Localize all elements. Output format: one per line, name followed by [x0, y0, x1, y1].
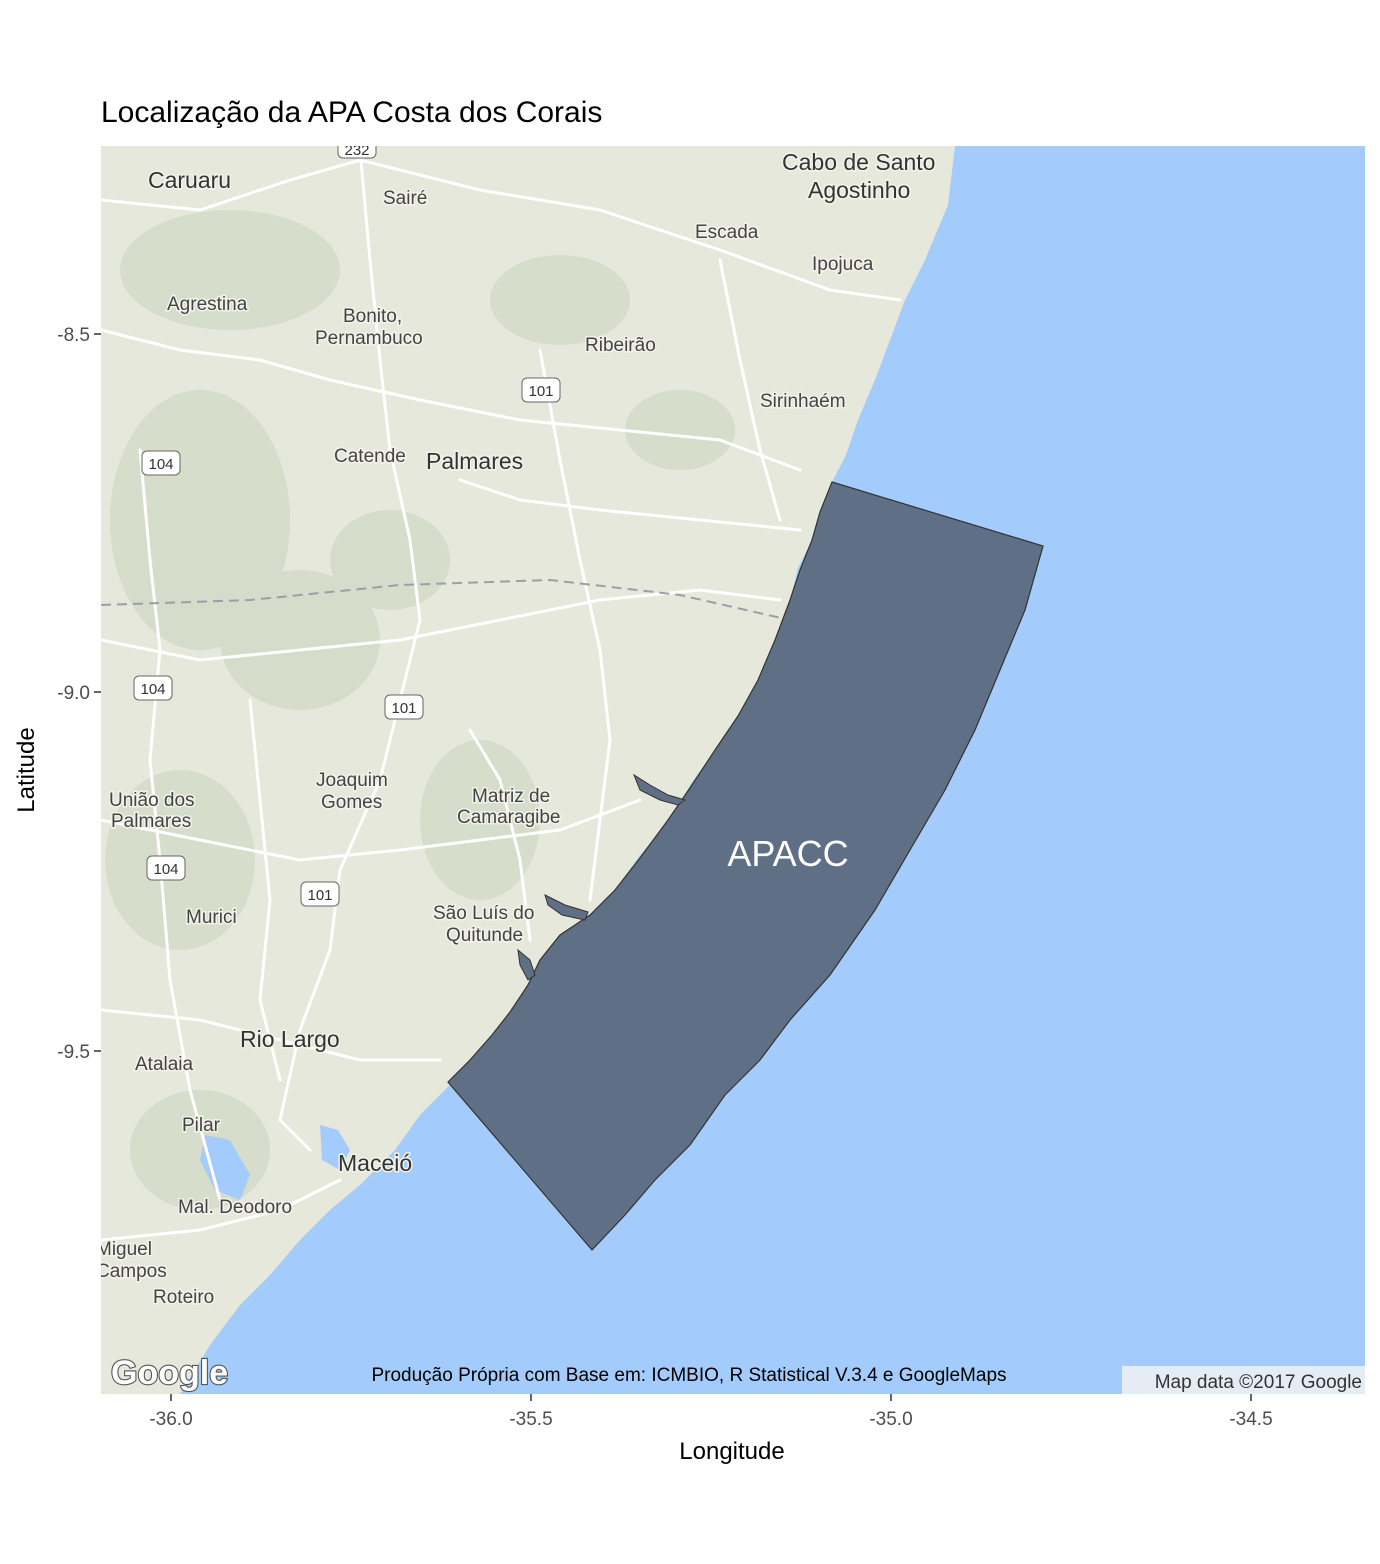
place-label: Ipojuca [812, 254, 874, 275]
apacc-polygon [447, 481, 1044, 1251]
map-title: Localização da APA Costa dos Corais [101, 96, 602, 129]
svg-text:101: 101 [528, 383, 553, 400]
place-label: Palmares [426, 448, 523, 474]
road-shield-101: 101 [521, 377, 561, 403]
road-network [101, 148, 902, 1242]
place-label: Bonito, [343, 306, 402, 327]
place-label: Pernambuco [315, 328, 423, 349]
place-label: Roteiro [153, 1287, 214, 1308]
place-label: Quitunde [446, 925, 523, 946]
state-border [101, 578, 791, 621]
svg-text:104: 104 [153, 861, 178, 878]
x-tick-label: -35.0 [869, 1409, 912, 1430]
place-labels: Caruaru Sairé Cabo de Santo Agostinho Es… [96, 148, 937, 1310]
svg-text:232: 232 [344, 142, 369, 159]
svg-text:101: 101 [307, 887, 332, 904]
map-attribution: Map data ©2017 Google [1155, 1372, 1362, 1393]
place-label: Sirinhaém [760, 391, 846, 412]
place-label: Ribeirão [585, 335, 656, 356]
place-label: Maceió [338, 1150, 412, 1176]
place-label: Campos [96, 1261, 167, 1282]
source-caption: Produção Própria com Base em: ICMBIO, R … [371, 1365, 1006, 1386]
y-axis: -8.5 -9.0 -9.5 Latitude [13, 325, 101, 1063]
x-axis: -36.0 -35.5 -35.0 -34.5 Longitude [149, 1394, 1273, 1465]
road-shield-104: 104 [146, 855, 186, 881]
road-shield-101: 101 [384, 694, 424, 720]
apacc-label: APACC [727, 833, 848, 874]
y-tick-label: -9.0 [57, 683, 90, 704]
lagoons [200, 1125, 350, 1200]
place-label: União dos [109, 790, 195, 811]
place-label: Murici [186, 907, 237, 928]
place-label: Agrestina [167, 294, 248, 315]
place-label: Escada [695, 222, 759, 243]
place-label: Palmares [111, 811, 191, 832]
place-label: Rio Largo [240, 1026, 340, 1052]
google-logo: Google [110, 1353, 229, 1393]
x-tick-label: -36.0 [149, 1409, 192, 1430]
svg-text:104: 104 [148, 456, 173, 473]
place-label: Atalaia [135, 1054, 194, 1075]
svg-text:Google: Google [111, 1354, 228, 1392]
y-tick-label: -8.5 [57, 325, 90, 346]
place-label: Mal. Deodoro [178, 1197, 292, 1218]
land-area [101, 146, 955, 1394]
road-shield-104: 104 [141, 450, 181, 476]
x-tick-label: -34.5 [1229, 1409, 1272, 1430]
road-shield-104: 104 [133, 675, 173, 701]
attribution-box [1122, 1366, 1365, 1394]
road-shield-232: 232 [337, 142, 377, 159]
x-tick-label: -35.5 [509, 1409, 552, 1430]
place-label: Gomes [321, 792, 382, 813]
svg-text:101: 101 [391, 700, 416, 717]
place-label: Miguel [96, 1239, 152, 1260]
place-label: Camaragibe [457, 807, 561, 828]
y-axis-title: Latitude [13, 727, 40, 812]
place-label: Caruaru [148, 167, 231, 193]
place-label: Catende [334, 446, 406, 467]
x-axis-title: Longitude [679, 1438, 784, 1465]
map-panel: Caruaru Sairé Cabo de Santo Agostinho Es… [96, 142, 1365, 1394]
place-label: Pilar [182, 1115, 221, 1136]
place-label: Sairé [383, 188, 427, 209]
road-shields: 232 101 104 104 101 104 [133, 142, 561, 907]
estuary-shapes [517, 773, 687, 981]
place-label: Joaquim [316, 770, 388, 791]
road-shield-101: 101 [300, 881, 340, 907]
y-tick-label: -9.5 [57, 1042, 90, 1063]
place-label: Agostinho [808, 177, 910, 203]
place-label: São Luís do [433, 903, 534, 924]
place-label: Matriz de [472, 786, 550, 807]
place-label: Cabo de Santo [782, 149, 935, 175]
svg-text:104: 104 [140, 681, 165, 698]
